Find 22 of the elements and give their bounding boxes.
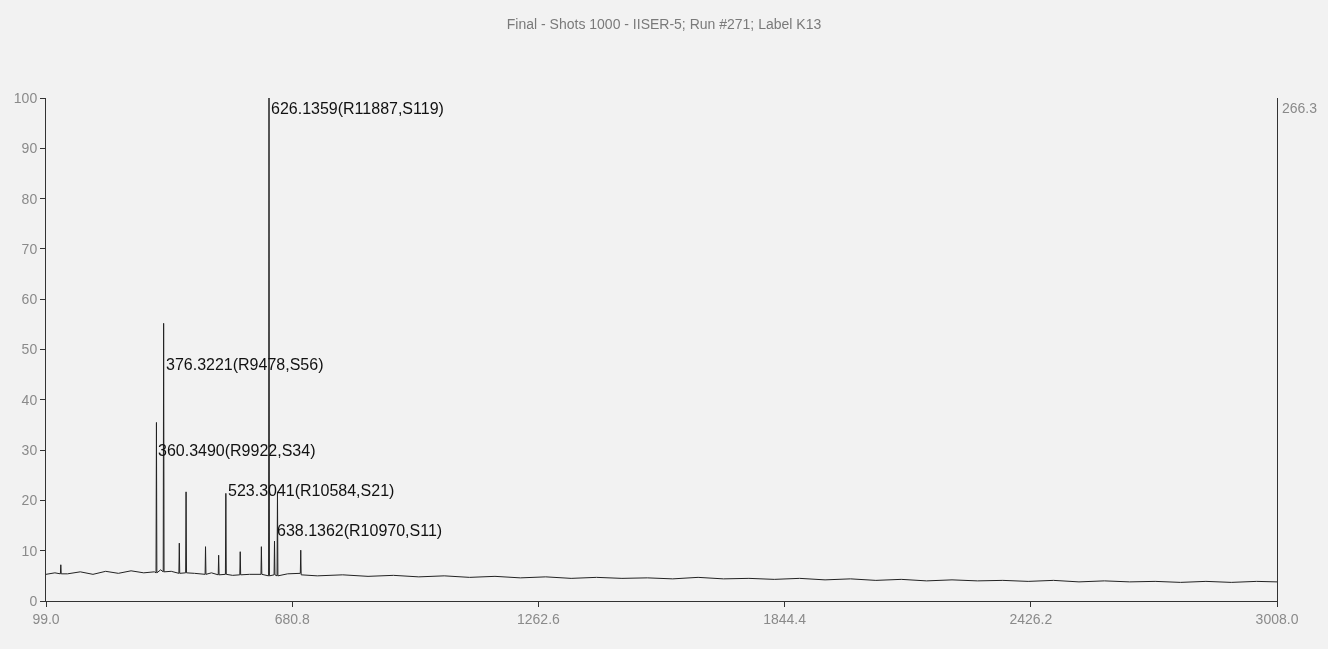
text: 266.3 (1282, 100, 1318, 116)
y-tick-label: 40 (21, 391, 38, 408)
x-tick-label: 1262.6 (516, 610, 561, 627)
annotation: 626.1359(R11887,S119) (271, 100, 444, 117)
x-tick-label: 99.0 (32, 610, 60, 627)
x-tick-label: 680.8 (274, 610, 310, 627)
y-tick-label: 50 (21, 341, 38, 358)
chart-title: Final - Shots 1000 - IISER-5; Run #271; Label K13 (506, 16, 822, 33)
y-tick-label: 30 (21, 442, 38, 458)
x-tick-label: 1844.4 (763, 610, 807, 627)
y-tick-label: 10 (21, 542, 38, 559)
y-tick-label: 80 (21, 190, 38, 207)
x-tick-label: 2426.2 (1009, 610, 1053, 627)
y-tick-label: 0 (29, 592, 38, 609)
annotation: 638.1362(R10970,S11) (277, 522, 443, 539)
y-tick-label: 100 (13, 89, 38, 106)
line-series (46, 98, 1277, 583)
y-tick-label: 60 (21, 291, 38, 308)
y-tick-label: 20 (21, 492, 38, 509)
y-tick-label: 90 (21, 140, 38, 157)
x-tick-label: 3008.0 (1255, 610, 1299, 627)
y-tick-label: 70 (21, 240, 38, 257)
